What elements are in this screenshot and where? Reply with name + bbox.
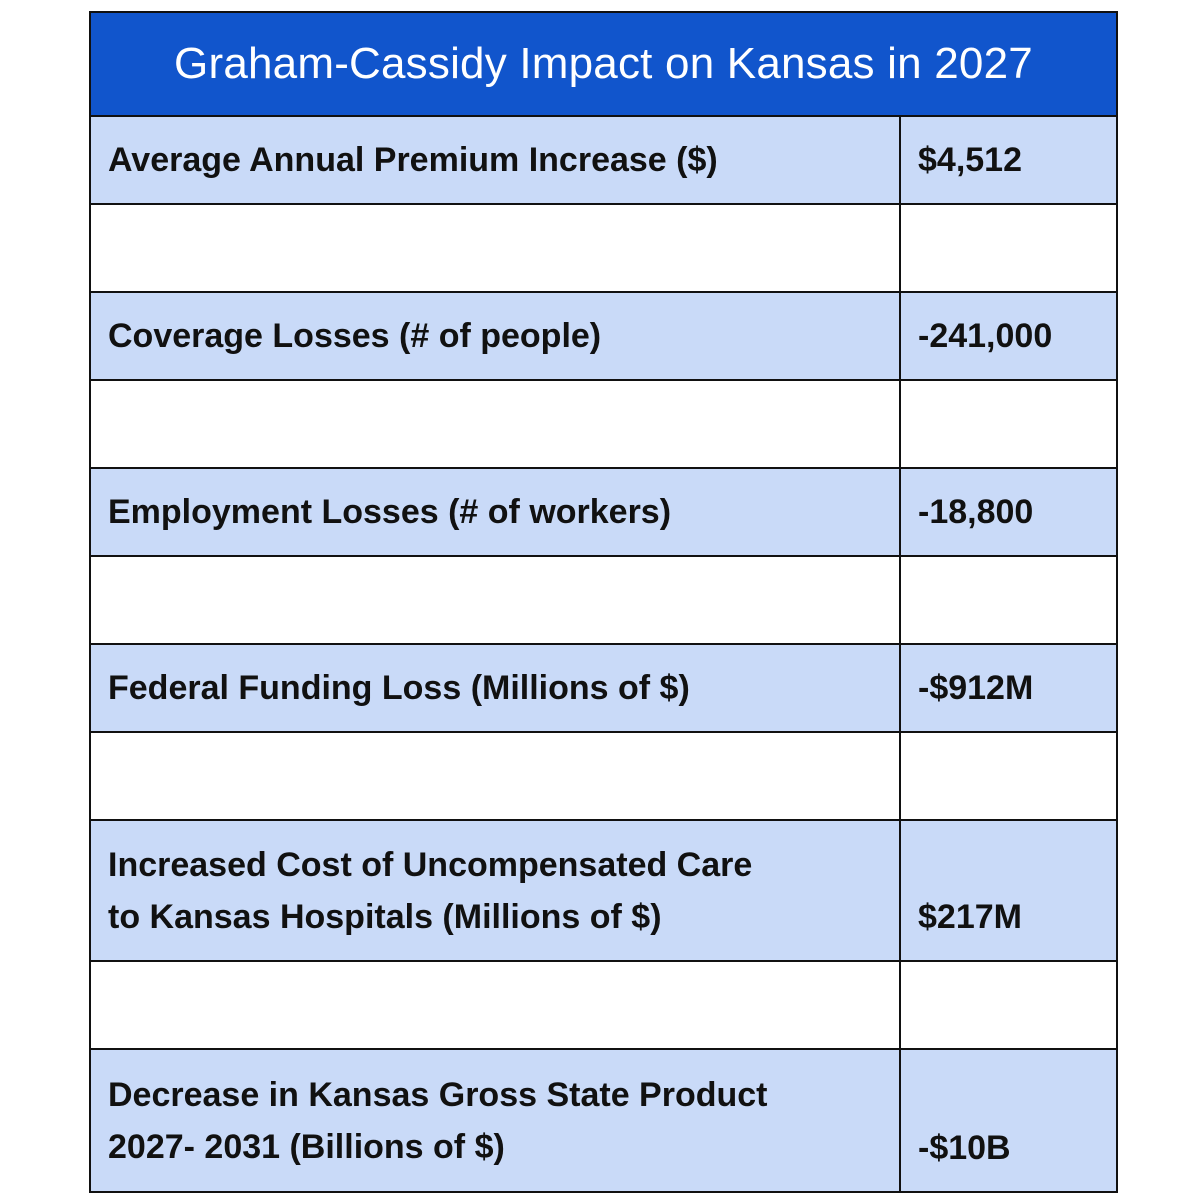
- table-row-spacer: [91, 381, 1116, 469]
- row-label-line: Increased Cost of Uncompensated Care: [108, 845, 753, 884]
- spacer-cell: [901, 557, 1116, 643]
- row-label: Employment Losses (# of workers): [91, 469, 901, 555]
- table-row-uncompensated-care: Increased Cost of Uncompensated Care to …: [91, 821, 1116, 962]
- row-label: Average Annual Premium Increase ($): [91, 117, 901, 203]
- table-row-gross-state-product: Decrease in Kansas Gross State Product 2…: [91, 1050, 1116, 1191]
- spacer-cell: [91, 962, 901, 1048]
- spacer-cell: [91, 557, 901, 643]
- table-row-federal-funding: Federal Funding Loss (Millions of $) -$9…: [91, 645, 1116, 733]
- table-row-coverage: Coverage Losses (# of people) -241,000: [91, 293, 1116, 381]
- spacer-cell: [91, 205, 901, 291]
- row-label-line: Decrease in Kansas Gross State Product: [108, 1075, 768, 1114]
- row-label: Federal Funding Loss (Millions of $): [91, 645, 901, 731]
- table-row-spacer: [91, 205, 1116, 293]
- table-row-spacer: [91, 733, 1116, 821]
- row-value: -$912M: [918, 669, 1034, 707]
- row-value: -$10B: [918, 1129, 1011, 1167]
- table-row-spacer: [91, 557, 1116, 645]
- spacer-cell: [901, 962, 1116, 1048]
- table-row-spacer: [91, 962, 1116, 1050]
- row-value: $217M: [918, 898, 1022, 936]
- table-row-premium: Average Annual Premium Increase ($) $4,5…: [91, 117, 1116, 205]
- row-label: Increased Cost of Uncompensated Care to …: [91, 821, 901, 960]
- row-value: -18,800: [918, 493, 1034, 531]
- row-label: Coverage Losses (# of people): [91, 293, 901, 379]
- row-value: $4,512: [918, 141, 1022, 179]
- spacer-cell: [91, 733, 901, 819]
- spacer-cell: [91, 381, 901, 467]
- impact-table: Graham-Cassidy Impact on Kansas in 2027 …: [89, 11, 1118, 1193]
- table-title: Graham-Cassidy Impact on Kansas in 2027: [91, 13, 1116, 117]
- row-value: -241,000: [918, 317, 1053, 355]
- spacer-cell: [901, 733, 1116, 819]
- spacer-cell: [901, 381, 1116, 467]
- row-label-line: 2027- 2031 (Billions of $): [108, 1127, 505, 1166]
- spacer-cell: [901, 205, 1116, 291]
- table-row-employment: Employment Losses (# of workers) -18,800: [91, 469, 1116, 557]
- row-label: Decrease in Kansas Gross State Product 2…: [91, 1050, 901, 1191]
- row-label-line: to Kansas Hospitals (Millions of $): [108, 897, 662, 936]
